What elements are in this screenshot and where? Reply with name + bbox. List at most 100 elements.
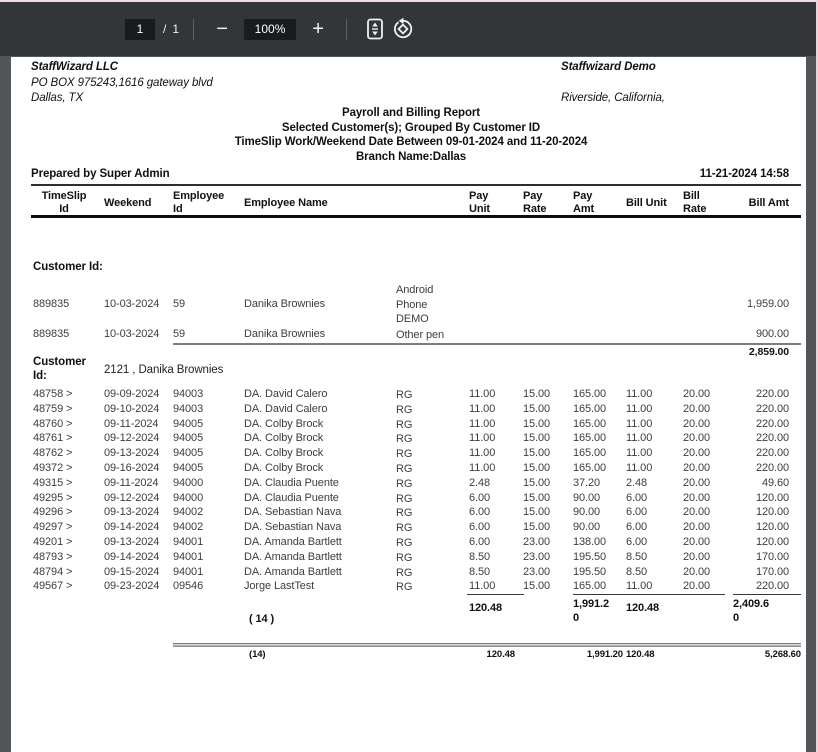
table-row: 49315 > 09-11-2024 94000 DA. Claudia Puente… — [11, 477, 806, 492]
table-row: 48760 > 09-11-2024 94005 DA. Colby Brock RG 1… — [11, 418, 806, 433]
cell-c1: 48761 > — [33, 432, 73, 445]
rotate-button[interactable] — [389, 15, 417, 43]
grand-total-count: (14) — [249, 649, 266, 660]
cell-c3: 94003 — [173, 388, 204, 400]
cell-c2: 09-11-2024 — [104, 417, 159, 430]
table-row: 48761 > 09-12-2024 94005 DA. Colby Brock RG 1… — [11, 432, 806, 447]
table-row: 49296 > 09-13-2024 94002 DA. Sebastian Nava… — [11, 506, 806, 521]
col-header-timeslip-id: TimeSlip Id — [41, 190, 87, 215]
header-rule — [31, 215, 801, 218]
zoom-level-display[interactable]: 100% — [244, 18, 297, 40]
cell-c5: RG — [396, 433, 413, 446]
cell-c2: 09-09-2024 — [104, 388, 160, 400]
cell-c3: 94001 — [173, 535, 204, 548]
cell-c11: 220.00 — [755, 447, 789, 460]
cell-c8: 165.00 — [573, 447, 607, 460]
cell-c7: 15.00 — [523, 388, 551, 400]
cell-c11: 120.00 — [755, 521, 789, 534]
cell-c3: 59 — [173, 298, 186, 310]
zoom-out-icon: − — [216, 18, 228, 40]
cell-c10: 20.00 — [683, 580, 711, 593]
cell-c3: 94005 — [173, 417, 204, 430]
group2-customer-id-label: Customer Id: — [33, 356, 86, 382]
cell-c9: 11.00 — [626, 580, 653, 593]
cell-c6: 6.00 — [469, 506, 491, 519]
cell-c5: RG — [396, 418, 413, 431]
grand-total-rule — [173, 643, 801, 647]
cell-c3: 94001 — [173, 550, 204, 563]
cell-c3: 94001 — [173, 565, 204, 578]
cell-c3: 59 — [173, 328, 186, 340]
zoom-out-button[interactable]: − — [208, 15, 236, 43]
cell-c4: DA. Claudia Puente — [244, 491, 339, 504]
cell-c5: Other pen — [396, 329, 445, 341]
cell-c5: RG — [396, 389, 413, 401]
cell-c9: 2.48 — [626, 476, 648, 489]
window-edge-right — [816, 0, 818, 752]
cell-c5: RG — [396, 551, 413, 564]
cell-c5: RG — [396, 566, 413, 579]
cell-c2: 09-11-2024 — [104, 476, 159, 489]
cell-c6: 11.00 — [469, 447, 496, 460]
customer-company-location: Riverside, California, — [561, 92, 665, 104]
cell-c1: 48794 > — [33, 565, 73, 578]
cell-c1: 49372 > — [33, 461, 73, 474]
page-number-input[interactable] — [125, 18, 155, 40]
grand-total-pay-amt: 1,991.20 — [586, 649, 623, 660]
totals-rule-pay-amt-bill-unit — [573, 594, 725, 595]
cell-c4: DA. Colby Brock — [244, 461, 324, 474]
cell-c6: 11.00 — [469, 417, 496, 430]
rotate-icon — [391, 17, 415, 41]
cell-c10: 20.00 — [683, 417, 711, 430]
table-row: 48759 > 09-10-2024 94003 DA. David Calero RG… — [11, 403, 806, 418]
cell-c11: 120.00 — [755, 535, 789, 548]
cell-c2: 10-03-2024 — [104, 298, 160, 310]
cell-c11: 220.00 — [755, 461, 789, 474]
fit-to-page-icon — [364, 17, 386, 41]
group2-customer-id-value: 2121 , Danika Brownies — [104, 364, 224, 376]
zoom-in-button[interactable]: + — [304, 15, 332, 43]
cell-c5: RG — [396, 462, 413, 475]
col-header-bill-rate: Bill Rate — [683, 190, 707, 215]
header-divider — [31, 184, 801, 186]
cell-c11: 220.00 — [755, 417, 789, 430]
cell-c9: 6.00 — [626, 506, 648, 519]
cell-c4: DA. Amanda Bartlett — [244, 565, 342, 578]
cell-c8: 195.50 — [573, 565, 607, 578]
totals-rule-bill-amt — [733, 594, 801, 595]
cell-c8: 165.00 — [573, 580, 607, 593]
cell-c4: Danika Brownies — [244, 298, 326, 310]
cell-c2: 09-13-2024 — [104, 506, 160, 519]
cell-c3: 94003 — [173, 402, 204, 415]
cell-c8: 138.00 — [573, 535, 607, 548]
cell-c2: 10-03-2024 — [104, 328, 160, 340]
cell-c3: 94005 — [173, 447, 204, 460]
col-header-employee-name: Employee Name — [244, 197, 328, 209]
cell-c8: 37.20 — [573, 476, 601, 489]
cell-c1: 889835 — [33, 298, 70, 310]
table-row: 49295 > 09-12-2024 94000 DA. Claudia Puente… — [11, 492, 806, 507]
fit-page-button[interactable] — [361, 15, 389, 43]
group1-subtotal-bill-amt: 2,859.00 — [748, 346, 789, 358]
group2-total-pay-amt: 1,991.20 — [573, 598, 610, 624]
report-title: Payroll and Billing Report — [342, 107, 480, 119]
cell-c5: RG — [396, 522, 413, 535]
table-row: 889835 10-03-2024 59 Danika Brownies Android… — [11, 279, 806, 328]
group1-rows: 889835 10-03-2024 59 Danika Brownies Android… — [11, 279, 806, 345]
cell-c5: RG — [396, 492, 413, 505]
cell-c1: 48793 > — [33, 550, 73, 563]
cell-c10: 20.00 — [683, 402, 711, 415]
company-address-line2: Dallas, TX — [31, 92, 84, 104]
cell-c2: 09-14-2024 — [104, 521, 160, 534]
cell-c2: 09-16-2024 — [104, 461, 160, 474]
cell-c8: 90.00 — [573, 491, 601, 504]
cell-c9: 11.00 — [626, 417, 653, 430]
table-row: 48758 > 09-09-2024 94003 DA. David Calero RG… — [11, 388, 806, 403]
cell-c1: 49315 > — [33, 476, 73, 489]
cell-c9: 6.00 — [626, 535, 648, 548]
cell-c2: 09-14-2024 — [104, 550, 160, 563]
cell-c8: 165.00 — [573, 417, 607, 430]
col-header-pay-rate: Pay Rate — [523, 190, 547, 215]
pdf-viewer-background[interactable]: StaffWizard LLC PO BOX 975243,1616 gatew… — [0, 56, 818, 752]
pdf-toolbar: / 1 − 100% + — [0, 2, 818, 56]
